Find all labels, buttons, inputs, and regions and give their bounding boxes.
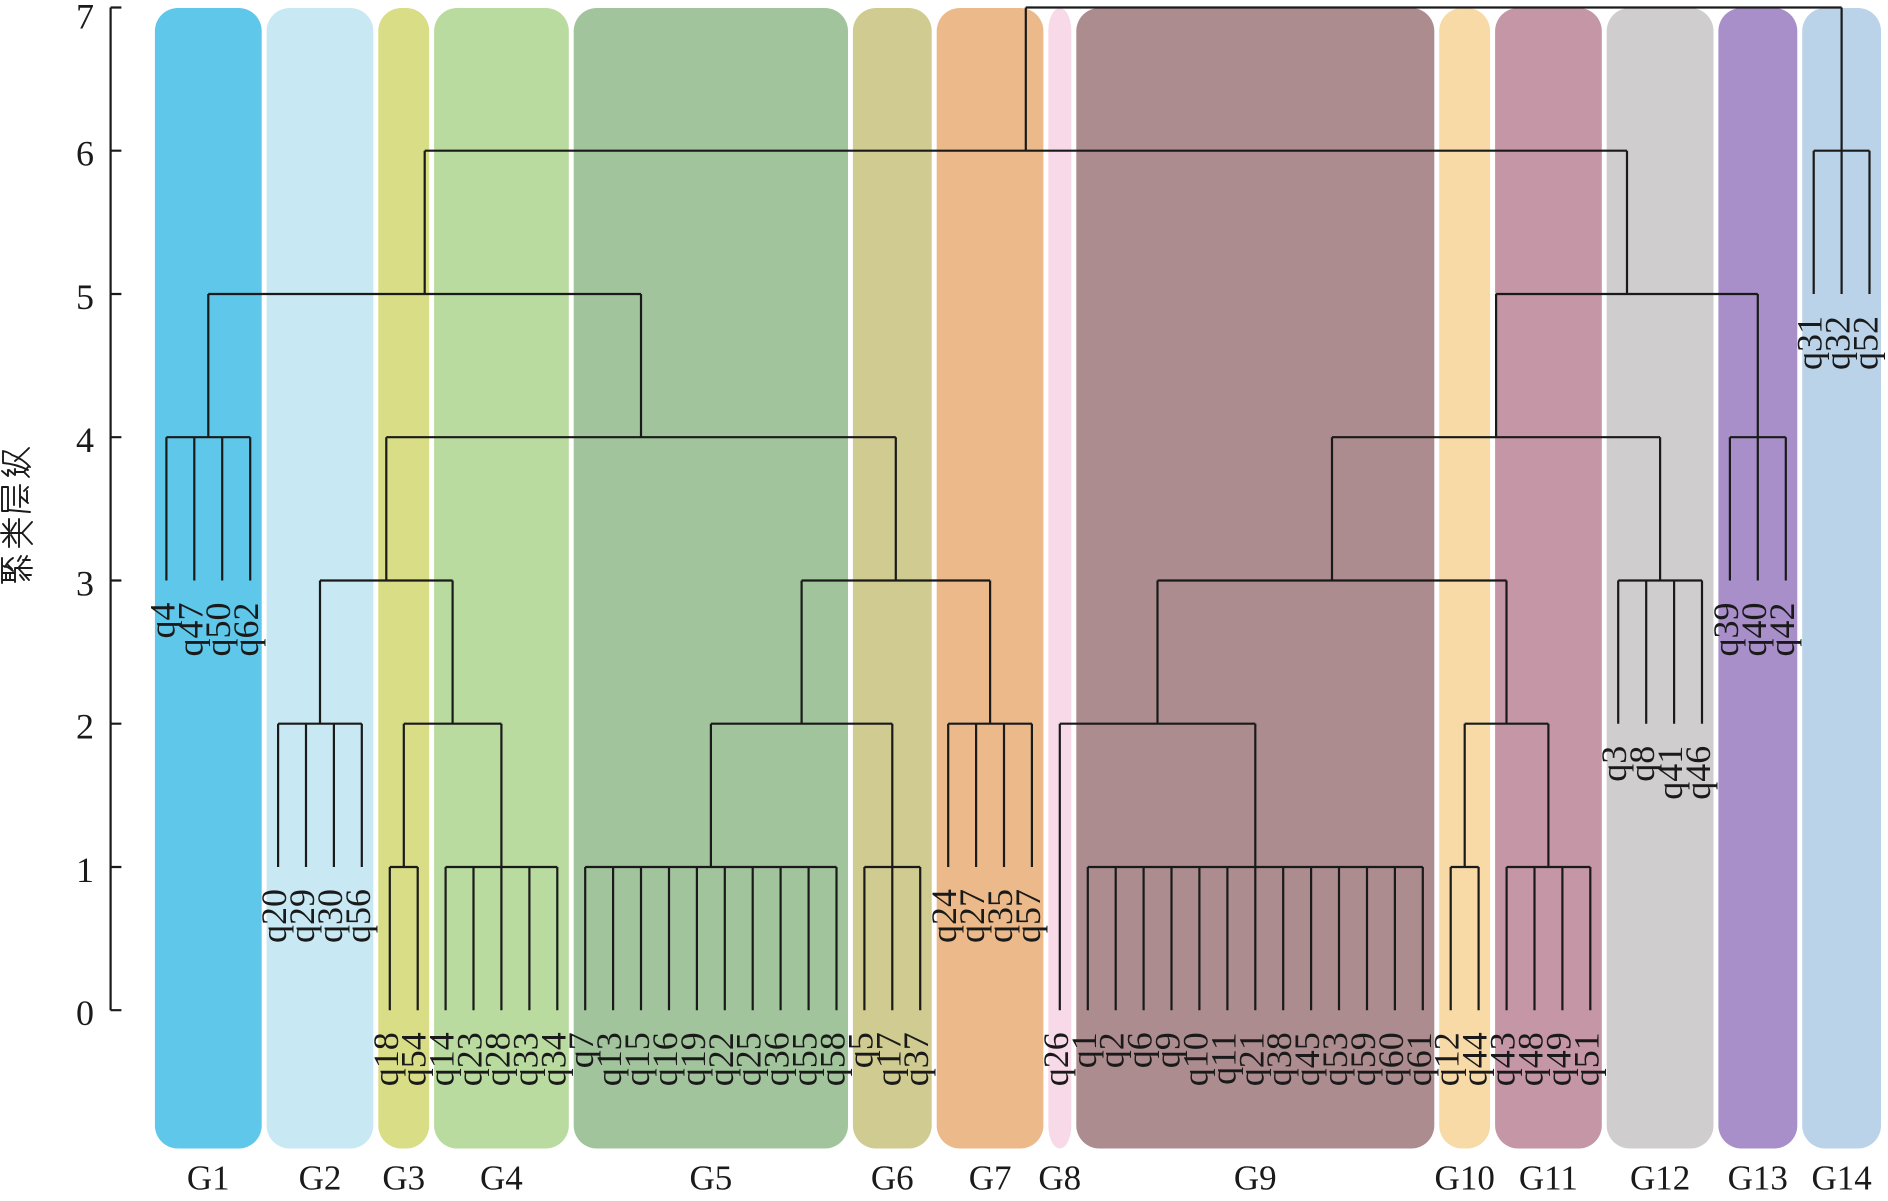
svg-text:G2: G2 (299, 1159, 342, 1198)
svg-text:7: 7 (76, 0, 94, 37)
svg-text:q31: q31 (1790, 316, 1830, 370)
svg-text:q57: q57 (1008, 889, 1048, 943)
svg-text:3: 3 (76, 564, 94, 604)
svg-text:q39: q39 (1706, 603, 1746, 657)
svg-text:q58: q58 (813, 1032, 853, 1086)
svg-text:q55: q55 (785, 1032, 825, 1086)
svg-text:q45: q45 (1287, 1032, 1327, 1086)
svg-text:q12: q12 (1427, 1032, 1467, 1086)
svg-text:q23: q23 (450, 1032, 490, 1086)
svg-text:q21: q21 (1231, 1032, 1271, 1086)
svg-text:4: 4 (76, 420, 94, 460)
svg-text:q50: q50 (198, 603, 238, 657)
svg-text:q62: q62 (226, 603, 266, 657)
svg-text:G13: G13 (1728, 1159, 1788, 1198)
svg-text:1: 1 (76, 850, 94, 890)
svg-text:6: 6 (76, 134, 94, 174)
svg-text:q52: q52 (1846, 316, 1886, 370)
svg-text:q10: q10 (1175, 1032, 1215, 1086)
svg-text:q4: q4 (142, 603, 182, 639)
svg-text:q25: q25 (729, 1032, 769, 1086)
svg-text:G8: G8 (1038, 1159, 1081, 1198)
svg-text:q59: q59 (1343, 1032, 1383, 1086)
svg-text:G11: G11 (1519, 1159, 1578, 1198)
svg-text:q37: q37 (896, 1032, 936, 1086)
svg-text:q44: q44 (1455, 1032, 1495, 1086)
svg-text:q29: q29 (282, 889, 322, 943)
svg-text:q46: q46 (1678, 746, 1718, 800)
svg-text:G10: G10 (1435, 1159, 1495, 1198)
svg-text:q15: q15 (617, 1032, 657, 1086)
svg-text:q17: q17 (868, 1032, 908, 1086)
svg-text:q47: q47 (170, 603, 210, 657)
svg-text:5: 5 (76, 277, 94, 317)
svg-text:q11: q11 (1203, 1032, 1243, 1085)
svg-text:q34: q34 (533, 1032, 573, 1086)
svg-text:G7: G7 (969, 1159, 1012, 1198)
svg-text:q61: q61 (1399, 1032, 1439, 1086)
svg-text:q28: q28 (477, 1032, 517, 1086)
svg-text:G1: G1 (187, 1159, 230, 1198)
svg-text:q26: q26 (1036, 1032, 1076, 1086)
svg-text:q8: q8 (1622, 746, 1662, 782)
svg-text:q33: q33 (505, 1032, 545, 1086)
svg-text:q19: q19 (673, 1032, 713, 1086)
svg-text:q14: q14 (422, 1032, 462, 1086)
svg-text:q41: q41 (1650, 746, 1690, 800)
svg-text:0: 0 (76, 993, 94, 1033)
svg-text:q20: q20 (254, 889, 294, 943)
svg-text:q16: q16 (645, 1032, 685, 1086)
svg-text:q27: q27 (952, 889, 992, 943)
svg-text:q60: q60 (1371, 1032, 1411, 1086)
svg-text:q32: q32 (1818, 316, 1858, 370)
svg-text:q54: q54 (394, 1032, 434, 1086)
svg-text:q2: q2 (1092, 1032, 1132, 1068)
svg-text:q30: q30 (310, 889, 350, 943)
svg-text:q6: q6 (1120, 1032, 1160, 1068)
svg-text:q43: q43 (1483, 1032, 1523, 1086)
svg-text:G9: G9 (1234, 1159, 1277, 1198)
svg-text:q24: q24 (924, 889, 964, 943)
svg-text:q22: q22 (701, 1032, 741, 1086)
svg-text:q51: q51 (1566, 1032, 1606, 1086)
svg-text:G12: G12 (1630, 1159, 1690, 1198)
svg-text:q35: q35 (980, 889, 1020, 943)
svg-text:G14: G14 (1811, 1159, 1871, 1198)
svg-text:2: 2 (76, 707, 94, 747)
svg-text:q42: q42 (1762, 603, 1802, 657)
svg-text:q1: q1 (1064, 1032, 1104, 1068)
svg-text:G6: G6 (871, 1159, 914, 1198)
svg-text:q38: q38 (1259, 1032, 1299, 1086)
svg-text:q18: q18 (366, 1032, 406, 1086)
svg-text:G4: G4 (480, 1159, 523, 1198)
svg-text:q7: q7 (561, 1032, 601, 1068)
svg-text:q13: q13 (589, 1032, 629, 1086)
svg-text:q48: q48 (1511, 1032, 1551, 1086)
svg-text:G5: G5 (690, 1159, 733, 1198)
svg-text:q3: q3 (1594, 746, 1634, 782)
svg-text:q49: q49 (1538, 1032, 1578, 1086)
svg-text:G3: G3 (382, 1159, 425, 1198)
svg-text:q9: q9 (1148, 1032, 1188, 1068)
svg-text:q56: q56 (338, 889, 378, 943)
svg-text:q40: q40 (1734, 603, 1774, 657)
svg-text:q5: q5 (840, 1032, 880, 1068)
svg-text:q53: q53 (1315, 1032, 1355, 1086)
svg-text:q36: q36 (757, 1032, 797, 1086)
